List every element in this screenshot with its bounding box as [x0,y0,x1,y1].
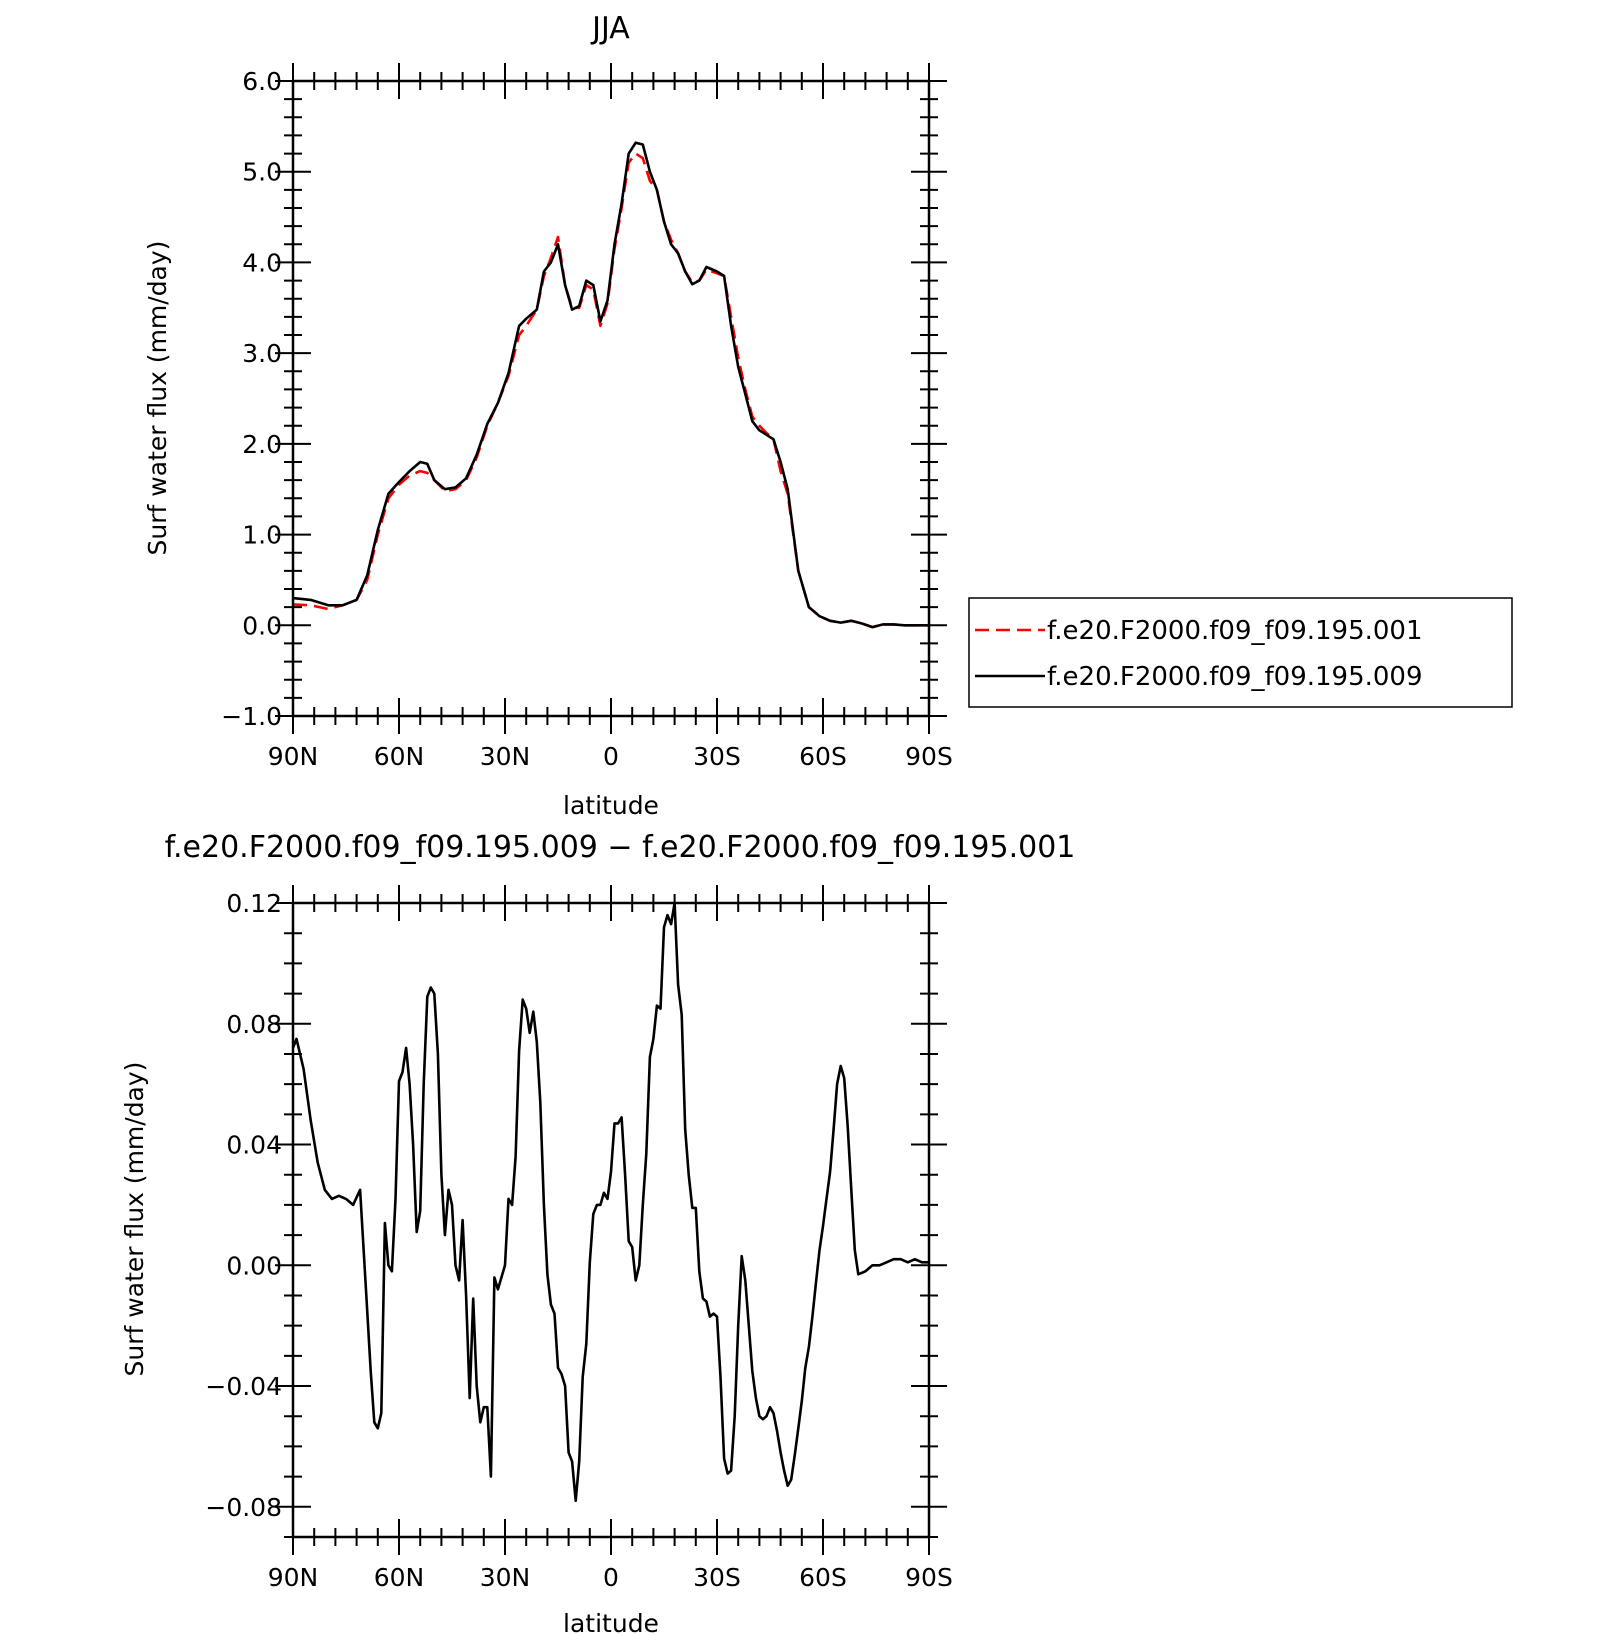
y-tick-label: −1.0 [221,702,282,731]
bottom-chart: f.e20.F2000.f09_f09.195.009 − f.e20.F200… [120,830,1075,1635]
bottom-chart-x-axis-label: latitude [563,1609,659,1635]
top-chart-series [292,141,929,629]
bottom-chart-y-tick-labels: 0.12 0.08 0.04 0.00 −0.04 −0.08 [205,889,282,1522]
x-tick-label: 60S [799,1563,847,1592]
top-chart: JJA 6.0 5.0 4.0 3.0 2.0 1.0 0.0 −1.0 90N 60N 30N 0… [143,11,1513,820]
top-chart-plot-frame [291,79,931,718]
y-tick-label: 2.0 [242,430,282,459]
x-tick-label: 30S [693,1563,741,1592]
y-tick-label: −0.08 [205,1493,282,1522]
top-chart-title: JJA [590,11,630,46]
x-tick-label: 60N [374,742,425,771]
y-tick-label: 0.0 [242,611,282,640]
y-tick-label: 3.0 [242,339,282,368]
x-tick-label: 60S [799,742,847,771]
bottom-chart-title: f.e20.F2000.f09_f09.195.009 − f.e20.F200… [165,830,1076,865]
x-tick-label: 0 [603,742,619,771]
x-tick-label: 90S [905,742,953,771]
y-tick-label: 0.00 [226,1251,282,1280]
bottom-chart-axis-ticks [275,885,947,1555]
top-chart-x-axis-label: latitude [563,791,659,820]
x-tick-label: 60N [374,1563,425,1592]
bottom-chart-y-axis-label: Surf water flux (mm/day) [120,1062,149,1377]
legend-label-1: f.e20.F2000.f09_f09.195.009 [1047,662,1423,692]
series-line-0 [292,152,929,629]
y-tick-label: −0.04 [205,1372,282,1401]
series-line-0 [291,901,929,1503]
x-tick-label: 90S [905,1563,953,1592]
y-tick-label: 4.0 [242,248,282,277]
top-chart-legend: f.e20.F2000.f09_f09.195.001 f.e20.F2000.… [968,597,1513,708]
x-tick-label: 90N [268,742,319,771]
bottom-chart-plot-frame [291,901,931,1539]
legend-box [968,597,1513,708]
y-tick-label: 6.0 [242,67,282,96]
y-tick-label: 1.0 [242,521,282,550]
top-chart-y-axis-label: Surf water flux (mm/day) [143,241,172,556]
y-tick-label: 0.12 [226,889,282,918]
top-chart-y-tick-labels: 6.0 5.0 4.0 3.0 2.0 1.0 0.0 −1.0 [221,67,282,731]
legend-label-0: f.e20.F2000.f09_f09.195.001 [1047,616,1423,646]
top-chart-x-tick-labels: 90N 60N 30N 0 30S 60S 90S [268,742,953,771]
y-tick-label: 0.08 [226,1010,282,1039]
x-tick-label: 30N [480,1563,531,1592]
x-tick-label: 30S [693,742,741,771]
series-line-1 [292,141,929,629]
y-tick-label: 0.04 [226,1131,282,1160]
x-tick-label: 90N [268,1563,319,1592]
top-chart-axis-ticks [275,63,947,734]
y-tick-label: 5.0 [242,158,282,187]
bottom-chart-x-tick-labels: 90N 60N 30N 0 30S 60S 90S [268,1563,953,1592]
bottom-chart-series [291,901,929,1503]
x-tick-label: 30N [480,742,531,771]
x-tick-label: 0 [603,1563,619,1592]
